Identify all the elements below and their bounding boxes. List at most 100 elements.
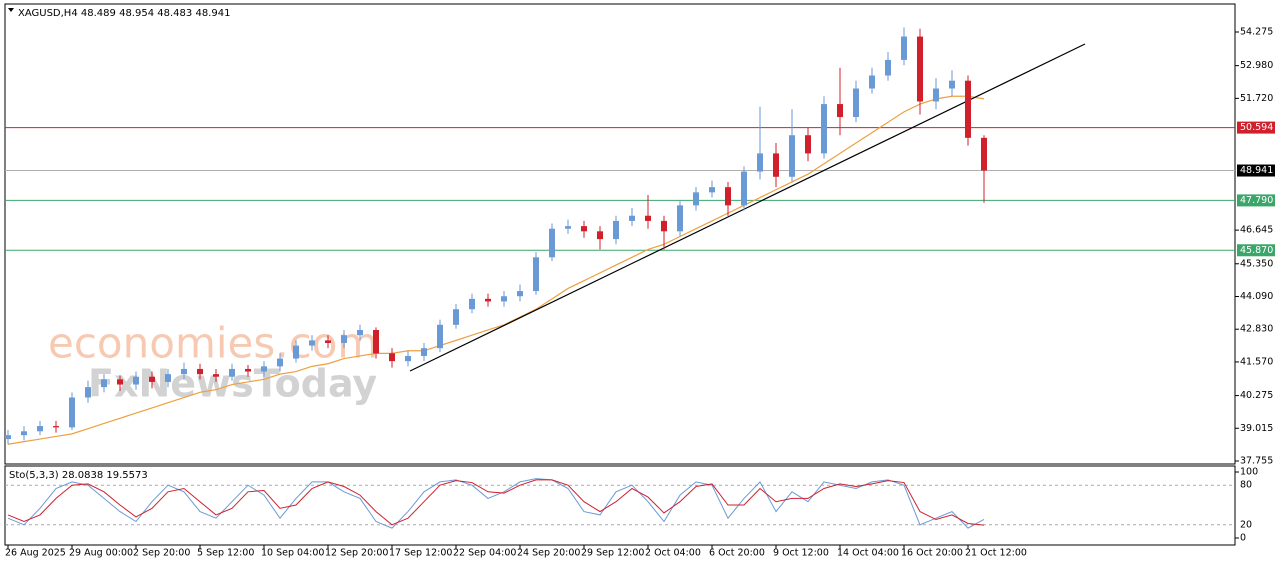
candle-body — [693, 192, 699, 206]
oscillator-tick-label: 0 — [1240, 533, 1246, 544]
candle-body — [725, 187, 731, 206]
y-tick-label: 51.720 — [1240, 93, 1273, 104]
candle-body — [437, 324, 443, 349]
candle-body — [853, 88, 859, 118]
candle-body — [533, 257, 539, 292]
candle-body — [613, 220, 619, 240]
x-tick-label: 14 Oct 04:00 — [837, 548, 899, 559]
y-tick-label: 44.090 — [1240, 291, 1273, 302]
candle-body — [933, 88, 939, 102]
x-tick-label: 16 Oct 20:00 — [901, 548, 963, 559]
y-tick-label: 54.275 — [1240, 27, 1273, 38]
candle-body — [549, 228, 555, 258]
y-tick-label: 42.830 — [1240, 324, 1273, 335]
candle-body — [389, 353, 395, 362]
candle-body — [117, 379, 123, 385]
x-tick-label: 26 Aug 2025 — [5, 548, 66, 559]
candle-body — [85, 387, 91, 398]
candle-body — [821, 104, 827, 154]
oscillator-panel — [4, 465, 1236, 546]
price-tag — [1237, 164, 1275, 177]
watermark: FxNewsToday — [88, 362, 377, 406]
oscillator-line — [7, 479, 985, 526]
candle-body — [645, 215, 651, 221]
menu-arrow[interactable] — [8, 8, 14, 12]
signal-value: 19.5573 — [106, 470, 147, 481]
candle-body — [677, 205, 683, 232]
level-label: 45.870 — [1240, 245, 1273, 256]
candle-body — [789, 135, 795, 177]
oscillator-line — [7, 478, 985, 529]
candle-body — [37, 426, 43, 432]
candle-body — [981, 137, 987, 171]
candle-body — [581, 226, 587, 232]
candle-body — [165, 374, 171, 382]
candle-body — [517, 291, 523, 297]
candle-body — [485, 298, 491, 302]
candle-body — [885, 59, 891, 76]
x-tick-label: 21 Oct 12:00 — [965, 548, 1027, 559]
candle-body — [245, 368, 251, 372]
candle-body — [629, 215, 635, 221]
level-tag — [1237, 244, 1275, 257]
oscillator-name: Sto(5,3,3) — [9, 470, 59, 481]
level-tag — [1237, 121, 1275, 134]
x-tick-label: 9 Oct 12:00 — [773, 548, 829, 559]
y-tick-label: 40.275 — [1240, 390, 1273, 401]
y-tick-label: 45.350 — [1240, 258, 1273, 269]
trend-line — [409, 43, 1086, 372]
candle-body — [805, 135, 811, 154]
oscillator-label: Sto(5,3,3) 28.0838 19.5573 — [9, 470, 148, 481]
x-tick-label: 10 Sep 04:00 — [261, 548, 324, 559]
candle-body — [405, 355, 411, 362]
candle-body — [309, 340, 315, 346]
candle-body — [133, 376, 139, 385]
candle-body — [773, 153, 779, 177]
x-tick-label: 22 Sep 04:00 — [453, 548, 516, 559]
candle-body — [421, 348, 427, 356]
candle-body — [917, 36, 923, 102]
y-tick-label: 46.645 — [1240, 225, 1273, 236]
open-value: 48.489 — [81, 8, 116, 19]
candle-body — [453, 309, 459, 325]
main-panel — [4, 3, 1236, 465]
candle-body — [197, 368, 203, 375]
y-tick-label: 37.755 — [1240, 456, 1273, 467]
header: XAGUSD,H4 48.489 48.954 48.483 48.941 — [18, 8, 230, 19]
level-tag — [1237, 194, 1275, 207]
candle-body — [261, 366, 267, 372]
y-tick-label: 41.570 — [1240, 356, 1273, 367]
candle-body — [277, 358, 283, 367]
x-tick-label: 24 Sep 20:00 — [517, 548, 580, 559]
candle-body — [565, 226, 571, 229]
candle-body — [101, 379, 107, 388]
candle-body — [325, 340, 331, 343]
oscillator-tick-label: 20 — [1240, 519, 1252, 530]
high-value: 48.954 — [119, 8, 154, 19]
candle-body — [181, 368, 187, 375]
oscillator-tick-label: 100 — [1240, 467, 1258, 478]
x-tick-label: 6 Oct 20:00 — [709, 548, 765, 559]
candle-body — [5, 435, 11, 440]
candle-body — [213, 374, 219, 377]
candle-body — [965, 80, 971, 138]
candle-body — [741, 171, 747, 206]
candle-body — [757, 153, 763, 172]
level-label: 47.790 — [1240, 195, 1273, 206]
x-tick-label: 2 Oct 04:00 — [645, 548, 701, 559]
candle-body — [293, 345, 299, 359]
close-value: 48.941 — [195, 8, 230, 19]
candle-body — [149, 376, 155, 382]
candle-body — [709, 187, 715, 193]
candle-body — [869, 75, 875, 89]
candle-body — [69, 397, 75, 428]
candle-body — [597, 231, 603, 240]
x-tick-label: 12 Sep 20:00 — [325, 548, 388, 559]
low-value: 48.483 — [157, 8, 192, 19]
candle-body — [949, 80, 955, 89]
level-label: 50.594 — [1240, 122, 1273, 133]
candle-body — [901, 36, 907, 60]
y-tick-label: 39.015 — [1240, 423, 1273, 434]
